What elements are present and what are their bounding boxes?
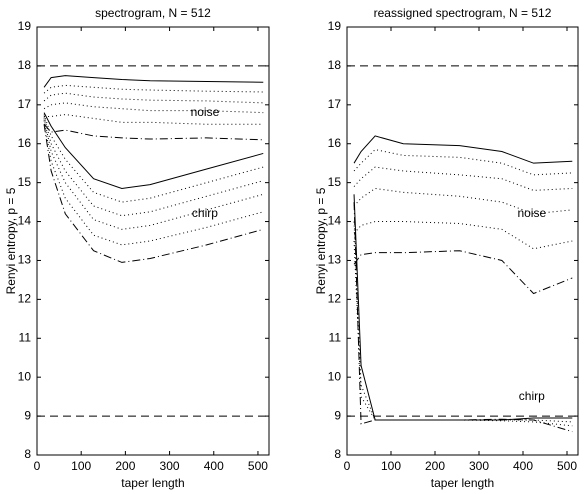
series-line xyxy=(353,166,573,191)
x-axis-label: taper length xyxy=(431,476,494,490)
series-line xyxy=(353,250,573,295)
series-line xyxy=(353,221,573,250)
y-tick-label: 17 xyxy=(328,97,342,111)
y-tick-label: 15 xyxy=(18,175,32,189)
series-line xyxy=(43,112,264,189)
y-tick-label: 12 xyxy=(18,292,32,306)
y-tick-label: 9 xyxy=(24,408,31,422)
x-tick-label: 0 xyxy=(344,459,351,473)
series-line xyxy=(43,124,264,263)
y-tick-label: 15 xyxy=(328,175,342,189)
annotation: chirp xyxy=(519,389,545,403)
series-line xyxy=(43,116,264,217)
y-tick-label: 10 xyxy=(18,369,32,383)
y-tick-label: 14 xyxy=(18,214,32,228)
series-line xyxy=(43,118,264,230)
plot-frame xyxy=(36,26,270,456)
x-tick-label: 200 xyxy=(425,459,445,473)
series-line xyxy=(353,240,573,427)
y-axis-label: Renyi entropy, p = 5 xyxy=(4,187,18,294)
y-tick-label: 16 xyxy=(18,136,32,150)
y-tick-label: 11 xyxy=(19,330,32,344)
series-line xyxy=(43,102,264,114)
y-tick-label: 14 xyxy=(328,214,342,228)
series-line xyxy=(43,120,264,246)
series-line xyxy=(43,114,264,203)
series-line xyxy=(353,187,573,215)
series-line xyxy=(43,84,264,94)
y-tick-label: 19 xyxy=(18,19,32,33)
y-tick-label: 8 xyxy=(334,447,341,461)
y-tick-label: 16 xyxy=(328,136,342,150)
series-line xyxy=(353,149,573,176)
series-line xyxy=(43,92,264,104)
y-tick-label: 17 xyxy=(18,97,32,111)
y-axis-label: Renyi entropy, p = 5 xyxy=(314,187,328,294)
annotation: chirp xyxy=(192,206,218,220)
y-tick-label: 11 xyxy=(329,330,342,344)
y-tick-label: 13 xyxy=(18,253,32,267)
x-tick-label: 100 xyxy=(381,459,401,473)
series-line xyxy=(353,135,573,164)
y-tick-label: 13 xyxy=(328,253,342,267)
y-tick-label: 9 xyxy=(334,408,341,422)
x-tick-label: 100 xyxy=(71,459,91,473)
series-line xyxy=(44,114,264,125)
plot-frame xyxy=(346,26,579,456)
x-tick-label: 300 xyxy=(160,459,180,473)
x-tick-label: 500 xyxy=(557,459,577,473)
y-tick-label: 18 xyxy=(18,58,32,72)
x-tick-label: 200 xyxy=(115,459,135,473)
series-line xyxy=(43,75,264,88)
y-tick-label: 19 xyxy=(328,19,342,33)
y-tick-label: 8 xyxy=(24,447,31,461)
x-tick-label: 300 xyxy=(469,459,489,473)
series-line xyxy=(353,194,573,421)
x-axis-label: taper length xyxy=(121,476,184,490)
series-line xyxy=(43,123,264,141)
y-tick-label: 10 xyxy=(328,369,342,383)
y-tick-label: 12 xyxy=(328,292,342,306)
chart-title: spectrogram, N = 512 xyxy=(95,6,211,20)
chart-title: reassigned spectrogram, N = 512 xyxy=(374,6,552,20)
x-tick-label: 400 xyxy=(513,459,533,473)
x-tick-label: 500 xyxy=(248,459,268,473)
annotation: noise xyxy=(517,206,546,220)
x-tick-label: 0 xyxy=(34,459,41,473)
annotation: noise xyxy=(191,105,220,119)
y-tick-label: 18 xyxy=(328,58,342,72)
series-line xyxy=(353,202,573,433)
x-tick-label: 400 xyxy=(204,459,224,473)
